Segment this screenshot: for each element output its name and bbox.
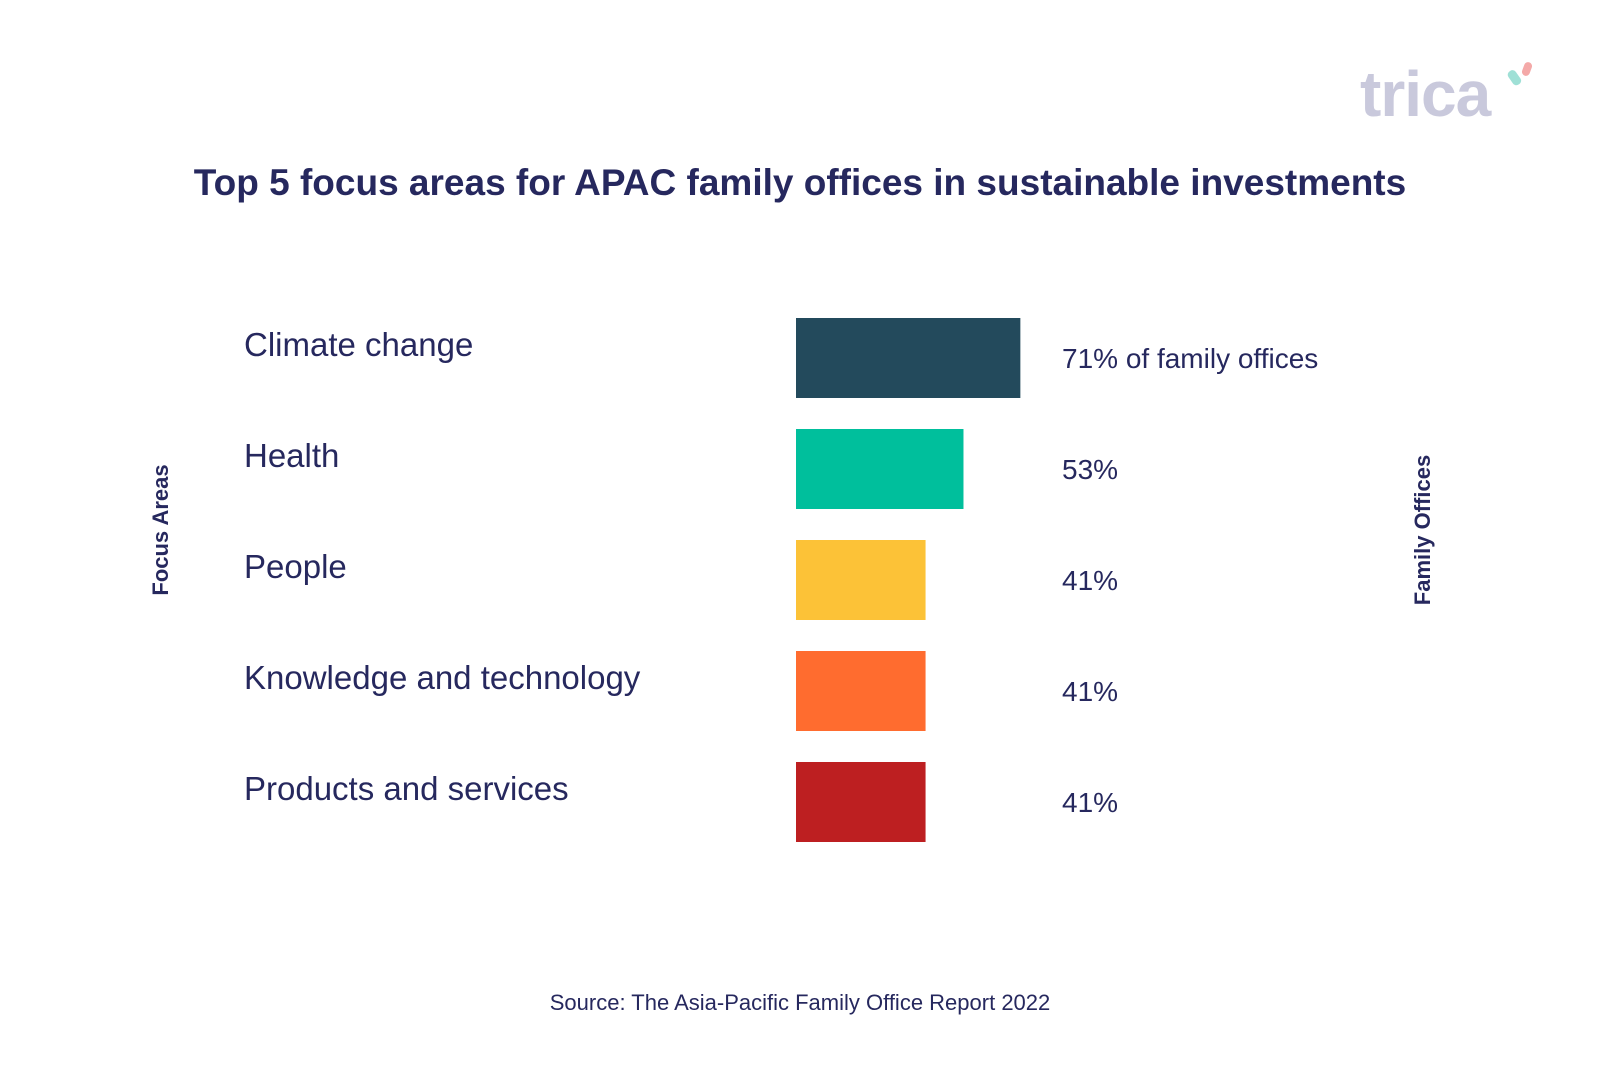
bar — [796, 429, 964, 509]
value-label: 41% — [1062, 565, 1118, 596]
category-label: Products and services — [244, 770, 569, 807]
logo-text: trica — [1360, 58, 1491, 130]
category-label: Health — [244, 437, 339, 474]
value-label: 41% — [1062, 787, 1118, 818]
bar — [796, 762, 926, 842]
category-label: Knowledge and technology — [244, 659, 641, 696]
value-label: 71% of family offices — [1062, 343, 1318, 374]
category-label: Climate change — [244, 326, 473, 363]
category-label: People — [244, 548, 347, 585]
bar — [796, 318, 1021, 398]
chart-title: Top 5 focus areas for APAC family office… — [193, 162, 1407, 203]
value-label: 53% — [1062, 454, 1118, 485]
trica-logo: trica — [1360, 58, 1550, 138]
value-label: 41% — [1062, 676, 1118, 707]
source-note: Source: The Asia-Pacific Family Office R… — [549, 990, 1051, 1015]
bar — [796, 651, 926, 731]
bar — [796, 540, 926, 620]
logo-mark-icon — [1507, 62, 1533, 86]
